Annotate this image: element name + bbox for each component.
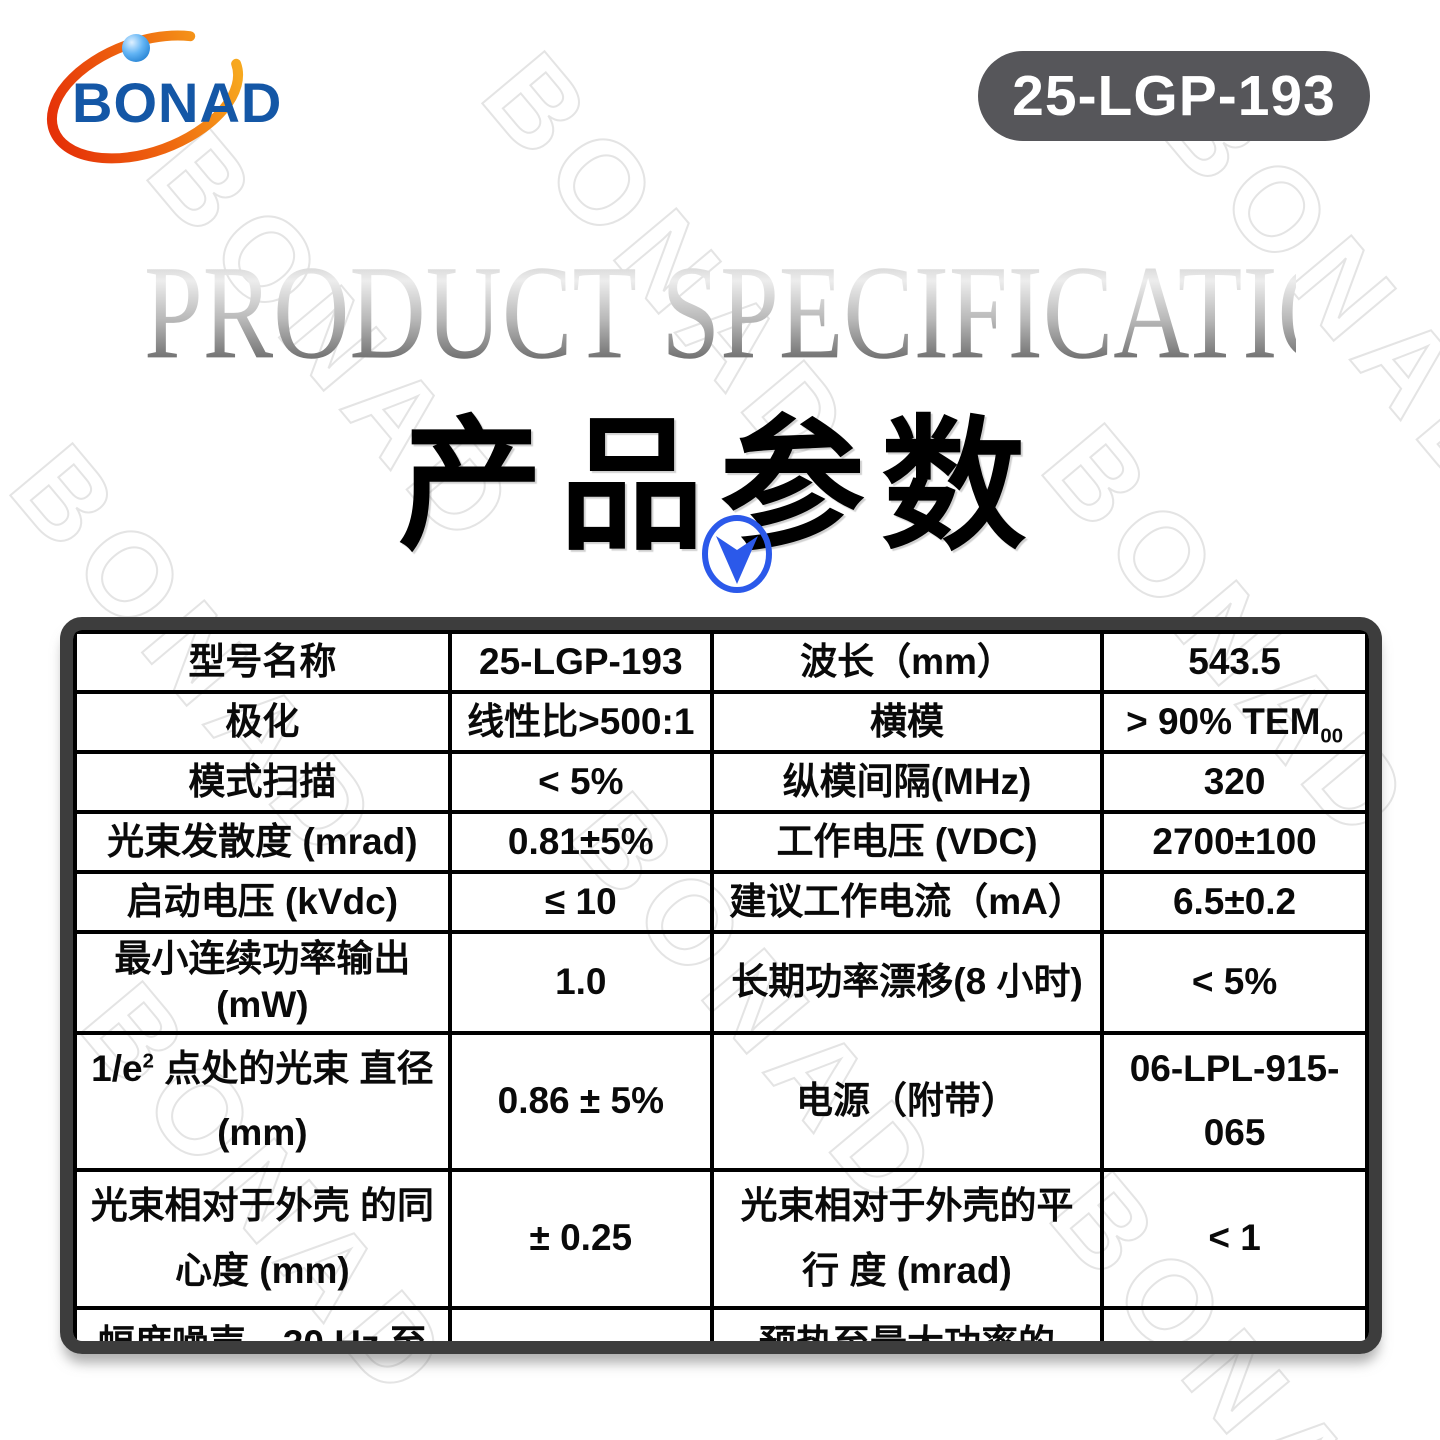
table-row: 1/e2 点处的光束 直径(mm) 0.86 ± 5% 电源（附带） 06-LPL-9… <box>73 1030 1369 1172</box>
spec-label-cell: 纵模间隔(MHz) <box>709 750 1105 814</box>
spec-value-cell: 1.0 <box>447 930 714 1035</box>
spec-label-cell: 电源（附带） <box>709 1030 1105 1172</box>
spec-value-cell: 6.5±0.2 <box>1100 870 1369 934</box>
spec-value-cell: ≤ 10 <box>447 870 714 934</box>
spec-label-cell: 极化 <box>73 690 452 754</box>
spec-label-cell: 光束发散度 (mrad) <box>73 810 452 874</box>
spec-label-cell: 启动电压 (kVdc) <box>73 870 452 934</box>
spec-label-cell: 横模 <box>709 690 1105 754</box>
spec-label-cell: 1/e2 点处的光束 直径(mm) <box>73 1030 452 1172</box>
spec-label-cell: 预热至最大功率的 95% 以上（分钟） <box>709 1305 1105 1341</box>
model-badge: 25-LGP-193 <box>978 51 1370 141</box>
spec-label-cell: 光束相对于外壳的平行 度 (mrad) <box>709 1168 1105 1310</box>
spec-value-cell: 0.86 ± 5% <box>447 1030 714 1172</box>
table-row: 模式扫描 < 5% 纵模间隔(MHz) 320 <box>73 750 1369 814</box>
spec-value-cell: 15 <box>1100 1305 1369 1341</box>
spec-value-cell: < 1 <box>1100 1168 1369 1310</box>
spec-value-cell: ± 0.25 <box>447 1168 714 1310</box>
table-row: 光束发散度 (mrad) 0.81±5% 工作电压 (VDC) 2700±100 <box>73 810 1369 874</box>
down-arrow-icon <box>699 512 775 596</box>
spec-value-cell: 0.81±5% <box>447 810 714 874</box>
spec-label-cell: 建议工作电流（mA） <box>709 870 1105 934</box>
spec-label-cell: 光束相对于外壳 的同心度 (mm) <box>73 1168 452 1310</box>
spec-label-cell: 模式扫描 <box>73 750 452 814</box>
spec-value-cell: > 90% TEM00 <box>1100 690 1369 754</box>
table-row: 最小连续功率输出(mW) 1.0 长期功率漂移(8 小时) < 5% <box>73 930 1369 1035</box>
spec-value-cell: 320 <box>1100 750 1369 814</box>
spec-table-frame: 型号名称 25-LGP-193 波长（mm） 543.5 极化 线性比>500:1 横模 > … <box>60 617 1382 1354</box>
logo-sphere-icon <box>122 34 150 62</box>
bonad-logo-text: BONAD <box>72 71 283 134</box>
logo-swoosh-icon <box>46 30 244 164</box>
spec-label-cell: 最小连续功率输出(mW) <box>73 930 452 1035</box>
spec-table-body: 型号名称 25-LGP-193 波长（mm） 543.5 极化 线性比>500:1 横模 > … <box>73 630 1369 1341</box>
spec-label-cell: 工作电压 (VDC) <box>709 810 1105 874</box>
table-row: 幅度噪声，30 Hz 至 30 MHz（峰峰值）< 2.8%预热至最大功率的 9… <box>73 1305 1369 1341</box>
spec-value-cell: < 5% <box>447 750 714 814</box>
spec-value-cell: < 2.8% <box>447 1305 714 1341</box>
model-badge-label: 25-LGP-193 <box>1012 64 1336 128</box>
table-row: 光束相对于外壳 的同心度 (mm) ± 0.25 光束相对于外壳的平行 度 (mra… <box>73 1168 1369 1310</box>
bonad-logo: BONAD <box>40 22 310 182</box>
spec-label-cell: 型号名称 <box>73 630 452 694</box>
table-row: 型号名称 25-LGP-193 波长（mm） 543.5 <box>73 630 1369 694</box>
spec-label-cell: 波长（mm） <box>709 630 1105 694</box>
page-title-english: PRODUCT SPECIFICATIONS <box>144 234 1440 390</box>
table-row: 极化 线性比>500:1 横模 > 90% TEM00 <box>73 690 1369 754</box>
table-row: 启动电压 (kVdc) ≤ 10 建议工作电流（mA） 6.5±0.2 <box>73 870 1369 934</box>
spec-value-cell: 543.5 <box>1100 630 1369 694</box>
spec-value-cell: 25-LGP-193 <box>447 630 714 694</box>
spec-value-cell: 2700±100 <box>1100 810 1369 874</box>
page-title-chinese: 产品参数 <box>398 405 1042 567</box>
spec-label-cell: 幅度噪声，30 Hz 至 30 MHz（峰峰值） <box>73 1305 452 1341</box>
spec-value-cell: < 5% <box>1100 930 1369 1035</box>
spec-label-cell: 长期功率漂移(8 小时) <box>709 930 1105 1035</box>
spec-value-cell: 06-LPL-915-065 <box>1100 1030 1369 1172</box>
spec-table: 型号名称 25-LGP-193 波长（mm） 543.5 极化 线性比>500:1 横模 > … <box>73 630 1369 1341</box>
spec-value-cell: 线性比>500:1 <box>447 690 714 754</box>
